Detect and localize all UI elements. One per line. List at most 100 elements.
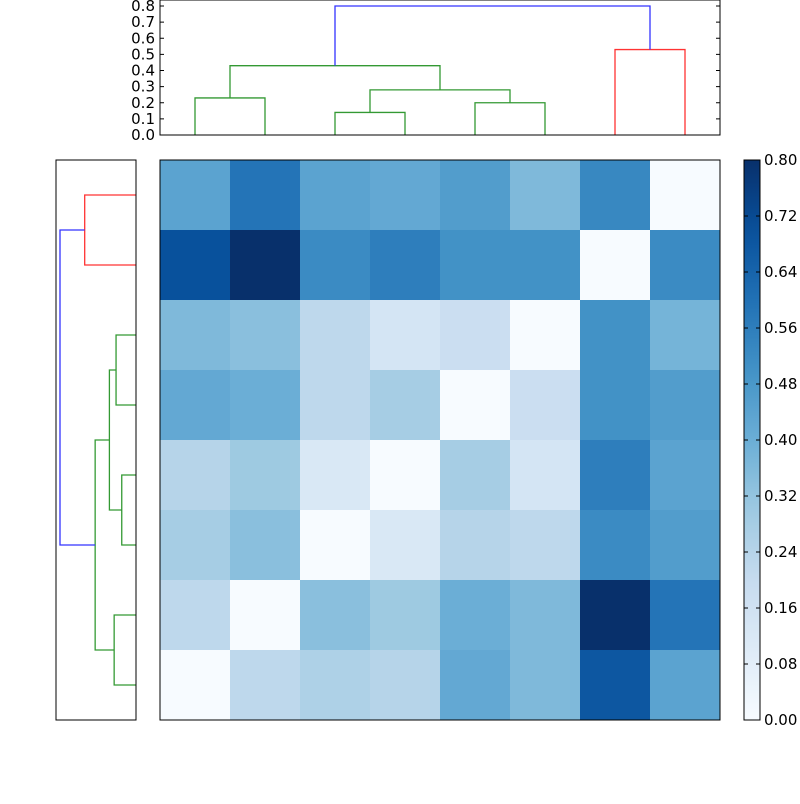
heatmap-cell	[510, 300, 580, 370]
colorbar: 0.00 0.08 0.16 0.24 0.32 0.40 0.48 0.56 0.64 0.72…	[743, 151, 797, 729]
heatmap-cell	[440, 510, 510, 580]
heatmap-cell	[160, 510, 230, 580]
heatmap-cell	[160, 230, 230, 300]
heatmap-cell	[580, 300, 650, 370]
top-dendrogram-ytick-label: 0.5	[131, 45, 155, 63]
left-dendrogram	[55, 159, 137, 721]
top-dendrogram-link	[614, 48, 686, 135]
heatmap-cell	[230, 650, 300, 720]
heatmap-cell	[440, 440, 510, 510]
colorbar-tick-label: 0.56	[764, 319, 797, 337]
heatmap-cell	[650, 510, 720, 580]
top-dendrogram-link	[194, 97, 266, 135]
colorbar-tick-label: 0.48	[764, 375, 797, 393]
heatmap-frame	[159, 159, 721, 721]
heatmap-cell	[580, 230, 650, 300]
heatmap-cell	[370, 510, 440, 580]
heatmap-cell	[230, 300, 300, 370]
heatmap-cell	[300, 650, 370, 720]
heatmap-cell	[230, 580, 300, 650]
top-dendrogram-frame	[159, 0, 721, 136]
top-dendrogram-link	[229, 65, 441, 98]
heatmap-cell	[440, 230, 510, 300]
heatmap-cell	[510, 370, 580, 440]
colorbar-tick-label: 0.64	[764, 263, 797, 281]
heatmap-cell	[160, 160, 230, 230]
heatmap-cell	[580, 650, 650, 720]
heatmap-cell	[650, 160, 720, 230]
top-dendrogram-ytick-label: 0.7	[131, 13, 155, 31]
top-dendrogram-link	[334, 5, 651, 66]
heatmap-cell	[300, 580, 370, 650]
left-dendrogram-link	[94, 439, 115, 651]
heatmap-cell	[230, 440, 300, 510]
heatmap-cell	[160, 650, 230, 720]
heatmap-cell	[510, 580, 580, 650]
heatmap-cell	[440, 580, 510, 650]
colorbar-tick-label: 0.40	[764, 431, 797, 449]
heatmap-cell	[370, 300, 440, 370]
colorbar-tick-label: 0.08	[764, 655, 797, 673]
top-dendrogram-link	[369, 89, 511, 113]
heatmap-cell	[650, 440, 720, 510]
heatmap-cell	[650, 300, 720, 370]
top-dendrogram-ytick-label: 0.6	[131, 29, 155, 47]
heatmap-cell	[300, 300, 370, 370]
heatmap-cell	[370, 230, 440, 300]
left-dendrogram-link	[113, 614, 136, 686]
heatmap-cell	[230, 510, 300, 580]
heatmap-cell	[230, 160, 300, 230]
heatmap-cell	[370, 370, 440, 440]
heatmap-cell	[160, 580, 230, 650]
colorbar-tick-label: 0.24	[764, 543, 797, 561]
colorbar-tick-label: 0.72	[764, 207, 797, 225]
heatmap-cell	[580, 580, 650, 650]
heatmap-cell	[440, 650, 510, 720]
top-dendrogram-ytick-label: 0.8	[131, 0, 155, 15]
left-dendrogram-frame	[55, 159, 137, 721]
top-dendrogram-ytick-label: 0.3	[131, 78, 155, 96]
heatmap-cell	[580, 510, 650, 580]
top-dendrogram-link	[474, 102, 546, 135]
heatmap-cell	[230, 370, 300, 440]
heatmap-cell	[580, 440, 650, 510]
left-dendrogram-link	[59, 229, 96, 546]
heatmap-cell	[510, 160, 580, 230]
heatmap-cell	[370, 440, 440, 510]
heatmap-cell	[510, 230, 580, 300]
left-dendrogram-link	[84, 194, 136, 266]
heatmap-cell	[440, 300, 510, 370]
heatmap-cell	[650, 650, 720, 720]
heatmap-cell	[300, 510, 370, 580]
top-dendrogram-ytick-label: 0.1	[131, 110, 155, 128]
heatmap-cell	[300, 230, 370, 300]
heatmap-cell	[300, 160, 370, 230]
heatmap-cell	[370, 650, 440, 720]
top-dendrogram-ytick-label: 0.2	[131, 94, 155, 112]
heatmap-cell	[440, 160, 510, 230]
colorbar-tick-label: 0.00	[764, 711, 797, 729]
heatmap-cell	[160, 440, 230, 510]
heatmap-cell	[160, 370, 230, 440]
heatmap-cell	[300, 440, 370, 510]
left-dendrogram-link	[115, 334, 136, 406]
heatmap-cell	[510, 650, 580, 720]
heatmap-cell	[160, 300, 230, 370]
top-dendrogram-ytick-label: 0.0	[131, 126, 155, 144]
top-dendrogram-link	[334, 111, 406, 135]
heatmap-cell	[580, 370, 650, 440]
heatmap-cell	[300, 370, 370, 440]
heatmap-cell	[510, 510, 580, 580]
heatmap-cell	[510, 440, 580, 510]
heatmap-cell	[650, 230, 720, 300]
heatmap	[159, 159, 721, 721]
colorbar-tick-label: 0.16	[764, 599, 797, 617]
heatmap-cell	[440, 370, 510, 440]
heatmap-cell	[650, 370, 720, 440]
heatmap-cell	[230, 230, 300, 300]
heatmap-cell	[580, 160, 650, 230]
colorbar-tick-label: 0.32	[764, 487, 797, 505]
left-dendrogram-link	[121, 474, 136, 546]
top-dendrogram-ytick-label: 0.4	[131, 62, 155, 80]
